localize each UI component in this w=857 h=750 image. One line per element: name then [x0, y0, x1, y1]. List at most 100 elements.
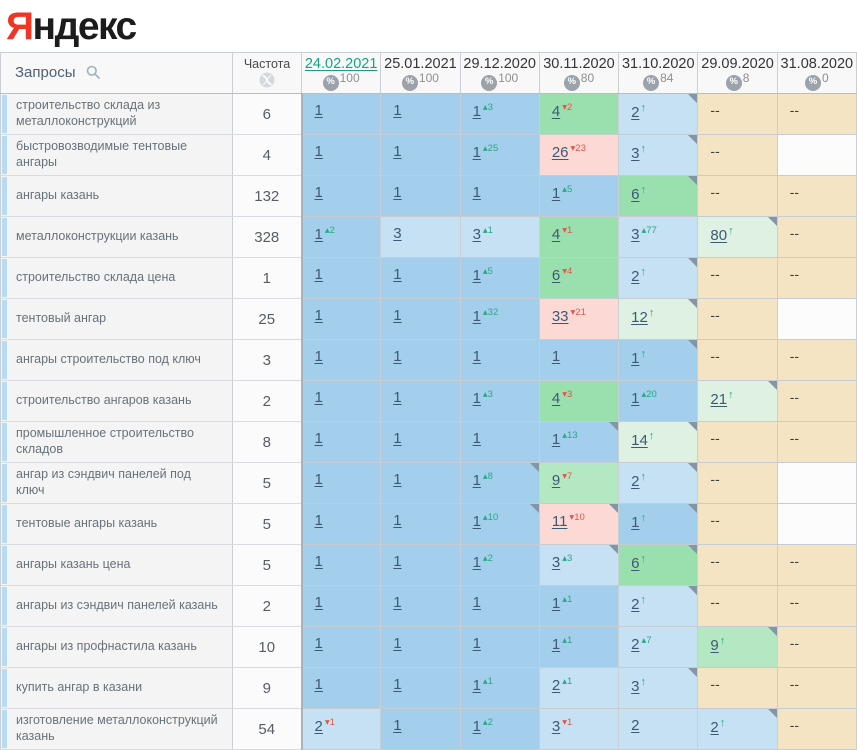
- position-link[interactable]: 2↑: [631, 471, 646, 490]
- position-link[interactable]: 1 ▴3: [473, 102, 493, 120]
- position-link[interactable]: 1: [473, 594, 481, 611]
- position-link[interactable]: 12↑: [631, 307, 654, 326]
- position-link[interactable]: 1: [315, 512, 323, 529]
- position-link[interactable]: 21↑: [710, 389, 733, 408]
- position-link[interactable]: 1: [315, 143, 323, 160]
- position-link[interactable]: 1: [552, 348, 560, 365]
- position-value: 1: [314, 184, 323, 201]
- position-link[interactable]: 1↑: [631, 348, 646, 367]
- position-link[interactable]: 33 ▾21: [552, 307, 586, 325]
- position-link[interactable]: 1 ▴13: [552, 430, 578, 448]
- position-link[interactable]: 1: [393, 717, 401, 734]
- position-link[interactable]: 1 ▴5: [552, 184, 572, 202]
- position-link[interactable]: 1: [393, 348, 401, 365]
- position-link[interactable]: 3 ▴77: [631, 225, 657, 243]
- position-link[interactable]: 2↑: [631, 102, 646, 121]
- position-link[interactable]: 1 ▴2: [473, 717, 493, 735]
- position-link[interactable]: 1 ▴3: [473, 389, 493, 407]
- position-link[interactable]: 1: [315, 635, 323, 652]
- position-link[interactable]: 9 ▾7: [552, 471, 572, 489]
- position-link[interactable]: 1 ▴1: [473, 676, 493, 694]
- yandex-logo[interactable]: Яндекс: [6, 7, 137, 46]
- position-link[interactable]: 1: [393, 184, 401, 201]
- position-link[interactable]: 1: [315, 266, 323, 283]
- position-link[interactable]: 1: [393, 143, 401, 160]
- search-icon[interactable]: [86, 65, 100, 83]
- position-link[interactable]: 1: [315, 348, 323, 365]
- position-link[interactable]: 1 ▴25: [473, 143, 499, 161]
- position-link[interactable]: 6 ▾4: [552, 266, 572, 284]
- position-link[interactable]: 3: [393, 225, 401, 242]
- position-link[interactable]: 4 ▾1: [552, 225, 572, 243]
- position-value: 14: [631, 432, 648, 449]
- position-link[interactable]: 1 ▴1: [552, 594, 572, 612]
- position-link[interactable]: 2↑: [710, 717, 725, 736]
- position-link[interactable]: 1: [393, 635, 401, 652]
- date-link[interactable]: 24.02.2021: [304, 56, 378, 73]
- position-link[interactable]: 2: [631, 717, 639, 734]
- position-link[interactable]: 1: [393, 512, 401, 529]
- position-link[interactable]: 1 ▴10: [473, 512, 499, 530]
- date-link[interactable]: 31.08.2020: [780, 56, 854, 73]
- position-link[interactable]: 2↑: [631, 266, 646, 285]
- position-link[interactable]: 3↑: [631, 143, 646, 162]
- position-link[interactable]: 11 ▾10: [552, 512, 585, 530]
- position-link[interactable]: 1: [315, 184, 323, 201]
- position-link[interactable]: 1: [393, 676, 401, 693]
- position-link[interactable]: 1: [315, 430, 323, 447]
- position-link[interactable]: 1: [473, 184, 481, 201]
- position-link[interactable]: 26 ▾23: [552, 143, 586, 161]
- position-link[interactable]: 3↑: [631, 676, 646, 695]
- position-link[interactable]: 4 ▾3: [552, 389, 572, 407]
- position-link[interactable]: 1: [473, 348, 481, 365]
- position-link[interactable]: 1: [315, 389, 323, 406]
- position-link[interactable]: 6↑: [631, 184, 646, 203]
- position-link[interactable]: 1: [315, 307, 323, 324]
- position-link[interactable]: 4 ▾2: [552, 102, 572, 120]
- position-link[interactable]: 6↑: [631, 553, 646, 572]
- position-value: 12: [631, 309, 648, 326]
- position-link[interactable]: 2 ▴7: [631, 635, 651, 653]
- query-cell: промышленное строительство складов: [0, 421, 233, 463]
- position-link[interactable]: 14↑: [631, 430, 654, 449]
- position-link[interactable]: 1: [393, 594, 401, 611]
- position-link[interactable]: 1 ▴5: [473, 266, 493, 284]
- position-link[interactable]: 1↑: [631, 512, 646, 531]
- position-link[interactable]: 1 ▴8: [473, 471, 493, 489]
- date-link[interactable]: 29.12.2020: [463, 56, 536, 73]
- position-link[interactable]: 1: [315, 676, 323, 693]
- position-link[interactable]: 1: [393, 553, 401, 570]
- position-link[interactable]: 1 ▴20: [631, 389, 657, 407]
- position-link[interactable]: 2 ▾1: [315, 717, 335, 735]
- position-link[interactable]: 1 ▴2: [473, 553, 493, 571]
- position-link[interactable]: 1: [393, 266, 401, 283]
- position-link[interactable]: 1: [315, 471, 323, 488]
- position-link[interactable]: 1: [473, 635, 481, 652]
- position-link[interactable]: 1: [393, 102, 401, 119]
- date-link[interactable]: 25.01.2021: [384, 56, 457, 73]
- position-link[interactable]: 1: [473, 430, 481, 447]
- query-label: строительство склада цена: [16, 270, 176, 285]
- position-link[interactable]: 1: [393, 471, 401, 488]
- position-link[interactable]: 1: [393, 389, 401, 406]
- position-link[interactable]: 2 ▴1: [552, 676, 572, 694]
- date-link[interactable]: 30.11.2020: [543, 56, 615, 73]
- position-link[interactable]: 1: [315, 102, 323, 119]
- date-link[interactable]: 31.10.2020: [621, 56, 695, 73]
- position-link[interactable]: 9↑: [710, 635, 725, 654]
- position-link[interactable]: 1: [393, 307, 401, 324]
- position-link[interactable]: 80↑: [710, 225, 733, 244]
- position-link[interactable]: 1 ▴32: [473, 307, 499, 325]
- position-link[interactable]: 1 ▴2: [315, 225, 335, 243]
- entered-top-arrow-icon: ↑: [640, 348, 646, 360]
- date-link[interactable]: 29.09.2020: [701, 56, 774, 73]
- position-link[interactable]: 1: [393, 430, 401, 447]
- position-link[interactable]: 3 ▴1: [473, 225, 493, 243]
- position-link[interactable]: 2↑: [631, 594, 646, 613]
- position-link[interactable]: 3 ▴3: [552, 553, 572, 571]
- position-link[interactable]: 1 ▴1: [552, 635, 572, 653]
- position-link[interactable]: 1: [315, 553, 323, 570]
- position-link[interactable]: 1: [315, 594, 323, 611]
- position-link[interactable]: 3 ▾1: [552, 717, 572, 735]
- position-cell: 1 ▴3: [459, 93, 540, 135]
